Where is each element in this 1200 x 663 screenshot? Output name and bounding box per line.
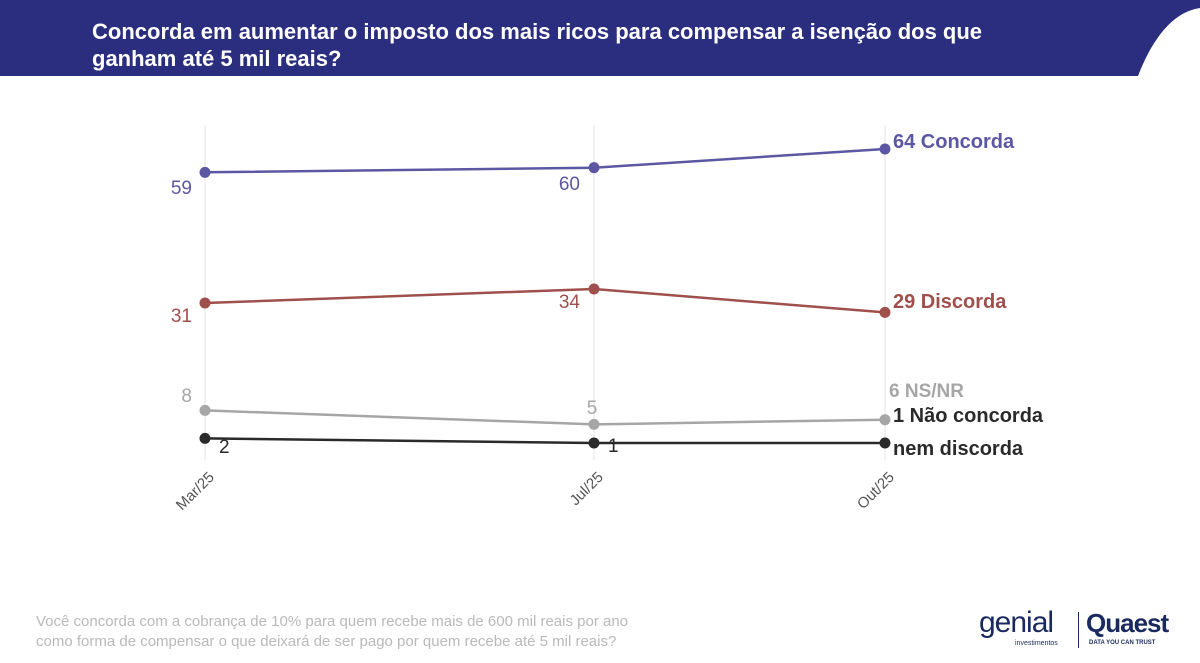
x-tick-label-jul-25: Jul/25 (567, 469, 607, 509)
quaest-logo-subtitle: DATA YOU CAN TRUST (1089, 640, 1156, 646)
end-label-neutro-line-1: 1 Não concorda (893, 405, 1044, 427)
data-point-discorda-1 (588, 283, 600, 295)
series-line-concorda (204, 147, 886, 174)
data-point-neutro-0 (199, 432, 211, 444)
data-point-nsnr-1 (588, 418, 600, 430)
data-point-neutro-2 (879, 437, 891, 449)
value-label-neutro-1: 1 (608, 436, 619, 457)
value-label-nsnr-1: 5 (587, 398, 598, 419)
value-label-discorda-0: 31 (171, 306, 192, 327)
line-chart: Mar/25 Jul/25 Out/25 59 60 31 34 8 5 2 1 64 Concord… (171, 125, 1044, 514)
quaest-logo: Quaest (1086, 608, 1169, 638)
value-label-concorda-1: 60 (559, 174, 580, 195)
x-tick-label-mar-25: Mar/25 (173, 469, 218, 514)
x-tick-label-out-25: Out/25 (854, 469, 898, 513)
data-point-nsnr-2 (879, 414, 891, 426)
value-label-neutro-0: 2 (219, 437, 230, 458)
genial-logo-subtitle: investimentos (1015, 640, 1058, 647)
data-point-discorda-2 (879, 306, 891, 318)
footnote: Você concorda com a cobrança de 10% para… (36, 612, 796, 652)
end-label-nsnr: 6 NS/NR (889, 381, 964, 402)
data-point-concorda-2 (879, 143, 891, 155)
data-point-nsnr-0 (199, 404, 211, 416)
logo-divider (1078, 612, 1079, 648)
value-label-concorda-0: 59 (171, 178, 192, 199)
data-point-concorda-0 (199, 166, 211, 178)
footnote-line-2: como forma de compensar o que deixará de… (36, 633, 617, 650)
end-label-neutro-line-2: nem discorda (893, 438, 1024, 460)
value-label-discorda-1: 34 (559, 292, 581, 313)
header-banner: Concorda em aumentar o imposto dos mais … (0, 0, 1200, 80)
data-point-neutro-1 (588, 437, 600, 449)
end-label-concorda: 64 Concorda (893, 131, 1015, 153)
header-background (0, 0, 1200, 76)
footnote-line-1: Você concorda com a cobrança de 10% para… (36, 613, 629, 630)
value-label-nsnr-0: 8 (181, 386, 192, 407)
series-line-neutro (204, 437, 885, 445)
end-label-discorda: 29 Discorda (893, 291, 1007, 313)
genial-logo: genial (979, 606, 1054, 639)
chart-title: Concorda em aumentar o imposto dos mais … (92, 19, 983, 71)
series-line-discorda (204, 287, 886, 314)
logos: genial investimentos Quaest DATA YOU CAN… (975, 606, 1185, 656)
data-point-concorda-1 (588, 162, 600, 174)
series-line-nsnr (204, 409, 886, 426)
data-point-discorda-0 (199, 297, 211, 309)
